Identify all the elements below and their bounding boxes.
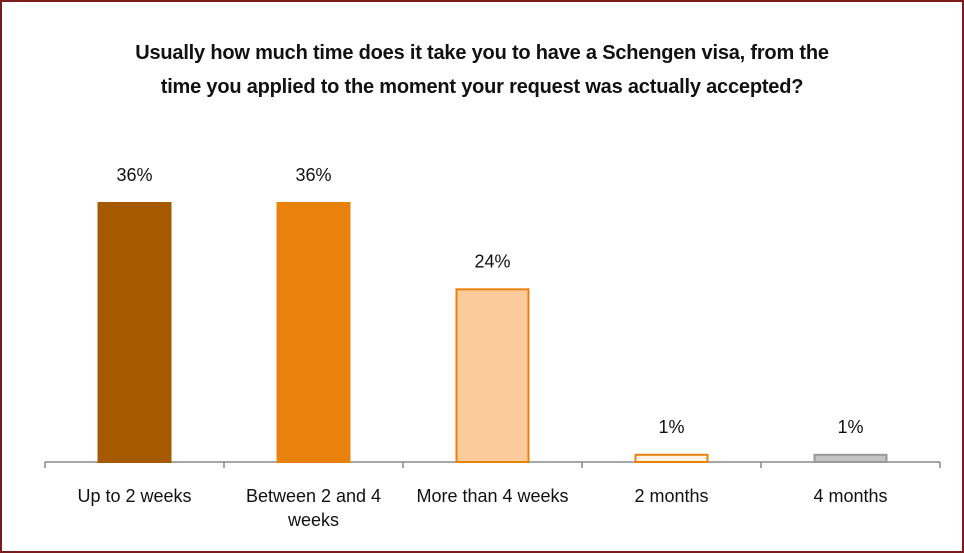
bar [634,453,709,463]
bar [276,202,351,463]
bar [813,453,888,463]
data-label: 1% [837,417,863,437]
data-label: 1% [658,417,684,437]
x-tick-label: 2 months [634,486,709,506]
data-label: 36% [295,165,331,185]
bar [97,202,172,463]
x-tick-label: More than 4 weeks [416,486,569,506]
x-tick-label: 4 months [813,486,888,506]
chart-title: Usually how much time does it take you t… [135,42,829,98]
x-tick-label: Between 2 and 4 weeks [245,486,382,530]
data-label: 24% [474,251,510,271]
data-label: 36% [116,165,152,185]
x-tick-label: Up to 2 weeks [77,486,192,506]
bar [455,288,530,464]
